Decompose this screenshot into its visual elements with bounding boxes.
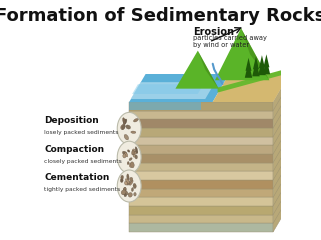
Text: losely packed sediments: losely packed sediments	[44, 130, 118, 135]
Ellipse shape	[133, 183, 136, 188]
Ellipse shape	[126, 125, 130, 129]
Polygon shape	[264, 54, 269, 67]
Polygon shape	[129, 102, 202, 110]
Polygon shape	[198, 51, 219, 89]
Ellipse shape	[123, 118, 126, 124]
Bar	[129, 111, 273, 119]
Ellipse shape	[124, 193, 127, 197]
Bar	[129, 180, 273, 189]
Ellipse shape	[123, 154, 126, 158]
Ellipse shape	[126, 179, 130, 184]
Ellipse shape	[127, 174, 129, 180]
Bar	[129, 197, 273, 206]
Ellipse shape	[132, 149, 135, 154]
Ellipse shape	[121, 190, 126, 195]
Ellipse shape	[129, 158, 132, 161]
Bar	[129, 128, 273, 137]
Circle shape	[117, 141, 141, 173]
Bar	[129, 223, 273, 232]
Ellipse shape	[124, 134, 128, 140]
Bar	[129, 163, 273, 171]
Text: Erosion: Erosion	[193, 27, 234, 37]
Text: Compaction: Compaction	[44, 145, 104, 154]
Circle shape	[117, 112, 141, 144]
Polygon shape	[245, 62, 252, 78]
Ellipse shape	[130, 162, 134, 168]
Polygon shape	[132, 84, 204, 94]
Ellipse shape	[133, 154, 135, 157]
Ellipse shape	[131, 131, 136, 133]
Ellipse shape	[133, 151, 138, 154]
Ellipse shape	[121, 126, 124, 130]
Ellipse shape	[120, 178, 123, 182]
Ellipse shape	[131, 188, 134, 192]
Ellipse shape	[135, 155, 137, 159]
Ellipse shape	[123, 187, 126, 192]
Ellipse shape	[132, 150, 134, 155]
Ellipse shape	[121, 175, 124, 180]
Text: Deposition: Deposition	[44, 116, 99, 125]
Ellipse shape	[135, 147, 138, 153]
Polygon shape	[241, 28, 269, 80]
Ellipse shape	[134, 192, 136, 196]
Ellipse shape	[129, 163, 132, 168]
Text: tightly packed sediments: tightly packed sediments	[44, 187, 120, 192]
Ellipse shape	[134, 119, 138, 122]
Polygon shape	[218, 68, 290, 93]
Ellipse shape	[125, 190, 128, 195]
Polygon shape	[176, 51, 219, 89]
Polygon shape	[259, 55, 265, 68]
Text: Formation of Sedimentary Rocks: Formation of Sedimentary Rocks	[0, 7, 321, 25]
Polygon shape	[263, 58, 270, 74]
Bar	[129, 215, 273, 223]
Polygon shape	[213, 74, 290, 102]
Ellipse shape	[122, 124, 125, 129]
Polygon shape	[215, 28, 269, 80]
Polygon shape	[129, 74, 229, 102]
Ellipse shape	[122, 191, 125, 195]
Ellipse shape	[125, 181, 127, 185]
Ellipse shape	[122, 125, 125, 130]
Ellipse shape	[123, 119, 127, 124]
Bar	[129, 119, 273, 128]
Ellipse shape	[126, 181, 131, 185]
Bar	[129, 189, 273, 197]
Ellipse shape	[124, 187, 126, 190]
Bar	[129, 145, 273, 154]
Bar	[129, 102, 273, 111]
Text: particles carried away
by wind or water: particles carried away by wind or water	[193, 35, 267, 48]
Text: closely packed sediments: closely packed sediments	[44, 159, 122, 164]
Ellipse shape	[128, 192, 132, 197]
Ellipse shape	[125, 152, 128, 157]
Ellipse shape	[130, 177, 133, 182]
Polygon shape	[253, 56, 259, 69]
Text: Cementation: Cementation	[44, 174, 109, 182]
Polygon shape	[258, 59, 266, 75]
Bar	[129, 206, 273, 215]
Bar	[129, 171, 273, 180]
Bar	[129, 154, 273, 163]
Bar	[129, 137, 273, 145]
Ellipse shape	[127, 150, 130, 152]
Polygon shape	[273, 74, 290, 232]
Ellipse shape	[130, 180, 133, 185]
Polygon shape	[246, 58, 251, 71]
Ellipse shape	[122, 151, 127, 155]
Ellipse shape	[127, 162, 129, 165]
Circle shape	[117, 170, 141, 202]
Polygon shape	[131, 82, 215, 99]
Polygon shape	[252, 60, 260, 76]
